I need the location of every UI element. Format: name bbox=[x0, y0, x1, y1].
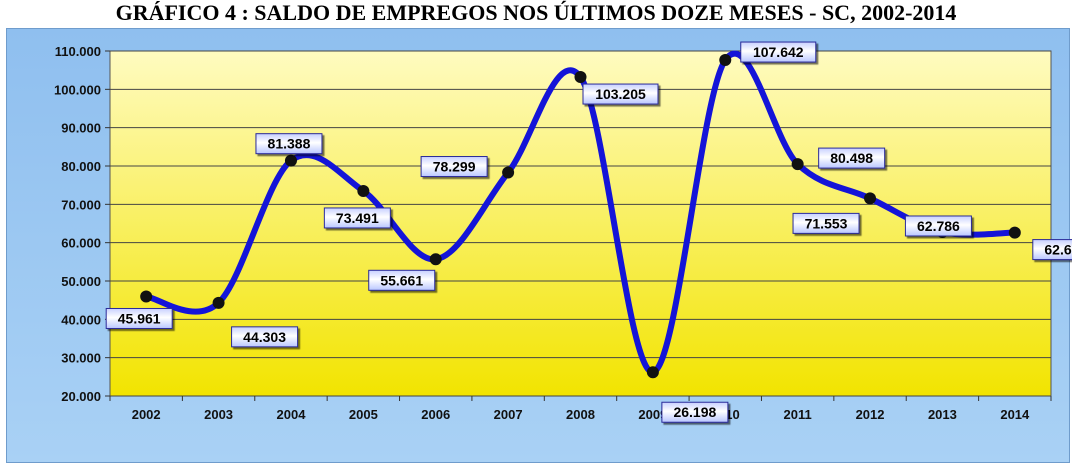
data-point bbox=[357, 184, 370, 197]
data-point bbox=[791, 158, 804, 171]
y-axis: 20.000 30.000 40.000 50.000 60.000 70.000 80.0… bbox=[54, 44, 110, 404]
data-label: 44.303 bbox=[231, 326, 299, 348]
x-tick-label: 2013 bbox=[928, 407, 957, 422]
y-tick-label: 90.000 bbox=[61, 121, 101, 136]
x-tick-label: 2002 bbox=[132, 407, 161, 422]
data-label-text: 73.491 bbox=[336, 210, 379, 226]
data-label-box bbox=[582, 83, 659, 105]
y-tick-label: 70.000 bbox=[61, 197, 101, 212]
data-label-text: 26.198 bbox=[673, 404, 716, 420]
data-label-box bbox=[368, 269, 436, 291]
x-tick-label: 2008 bbox=[566, 407, 595, 422]
data-label: 62.786 bbox=[904, 215, 972, 237]
data-label-box bbox=[818, 147, 886, 169]
data-point bbox=[1008, 226, 1021, 239]
data-point bbox=[502, 166, 515, 179]
data-label-text: 45.961 bbox=[118, 310, 161, 326]
data-point bbox=[574, 71, 587, 84]
gridlines bbox=[110, 50, 1051, 397]
data-label-text: 71.553 bbox=[805, 215, 848, 231]
data-label-box bbox=[105, 307, 173, 329]
y-tick-label: 30.000 bbox=[61, 351, 101, 366]
data-label: 78.299 bbox=[420, 156, 488, 178]
x-tick-label: 2012 bbox=[856, 407, 885, 422]
data-point bbox=[719, 54, 732, 67]
data-point bbox=[140, 290, 153, 303]
markers bbox=[140, 54, 1021, 379]
data-label-text: 62.786 bbox=[917, 218, 960, 234]
data-label-text: 80.498 bbox=[830, 150, 873, 166]
data-label-text: 62.628 bbox=[1044, 242, 1072, 258]
x-tick-label: 2006 bbox=[421, 407, 450, 422]
data-label: 80.498 bbox=[818, 147, 886, 169]
data-label: 45.961 bbox=[105, 307, 173, 329]
data-label-text: 81.388 bbox=[268, 136, 311, 152]
x-tick-label: 2003 bbox=[204, 407, 233, 422]
data-label-text: 44.303 bbox=[243, 329, 286, 345]
data-point bbox=[429, 253, 442, 266]
data-label: 107.642 bbox=[740, 41, 817, 63]
data-label-box bbox=[323, 207, 391, 229]
data-label: 55.661 bbox=[368, 269, 436, 291]
y-tick-label: 20.000 bbox=[61, 389, 101, 404]
chart-title: GRÁFICO 4 : SALDO DE EMPREGOS NOS ÚLTIMO… bbox=[115, 0, 957, 25]
series-line bbox=[143, 50, 1018, 376]
data-label-text: 103.205 bbox=[595, 86, 646, 102]
y-tick-label: 110.000 bbox=[55, 44, 101, 59]
data-point bbox=[284, 154, 297, 167]
data-label-box bbox=[792, 212, 860, 234]
data-label: 103.205 bbox=[582, 83, 659, 105]
data-point bbox=[864, 192, 877, 205]
data-label-text: 55.661 bbox=[380, 272, 423, 288]
data-label-box bbox=[420, 156, 488, 178]
x-tick-label: 2005 bbox=[349, 407, 378, 422]
data-label: 73.491 bbox=[323, 207, 391, 229]
data-label-text: 107.642 bbox=[753, 44, 804, 60]
y-tick-label: 60.000 bbox=[61, 236, 101, 251]
x-tick-label: 2011 bbox=[784, 407, 812, 422]
x-tick-label: 2007 bbox=[494, 407, 523, 422]
x-tick-label: 2014 bbox=[1000, 407, 1030, 422]
data-label: 26.198 bbox=[661, 401, 729, 423]
y-tick-label: 50.000 bbox=[61, 274, 101, 289]
data-label-box bbox=[255, 133, 323, 155]
x-axis: 2002200320042005200620072008200920102011… bbox=[109, 396, 1052, 422]
data-labels: 45.961 44.303 81.388 73.491 55.661 78.299 103.… bbox=[105, 41, 1072, 423]
data-label-box bbox=[740, 41, 817, 63]
data-label: 62.628 bbox=[1032, 239, 1072, 261]
x-tick-label: 2004 bbox=[277, 407, 307, 422]
data-label: 71.553 bbox=[792, 212, 860, 234]
data-point bbox=[212, 296, 225, 309]
data-label: 81.388 bbox=[255, 133, 323, 155]
data-point bbox=[646, 366, 659, 379]
data-label-box bbox=[1032, 239, 1072, 261]
y-tick-label: 40.000 bbox=[61, 312, 101, 327]
data-label-box bbox=[904, 215, 972, 237]
data-label-box bbox=[661, 401, 729, 423]
x-tick-label: 2009 bbox=[638, 407, 667, 422]
data-label-box bbox=[231, 326, 299, 348]
data-label-text: 78.299 bbox=[433, 159, 476, 175]
y-tick-label: 80.000 bbox=[61, 159, 101, 174]
y-tick-label: 100.000 bbox=[54, 82, 101, 97]
